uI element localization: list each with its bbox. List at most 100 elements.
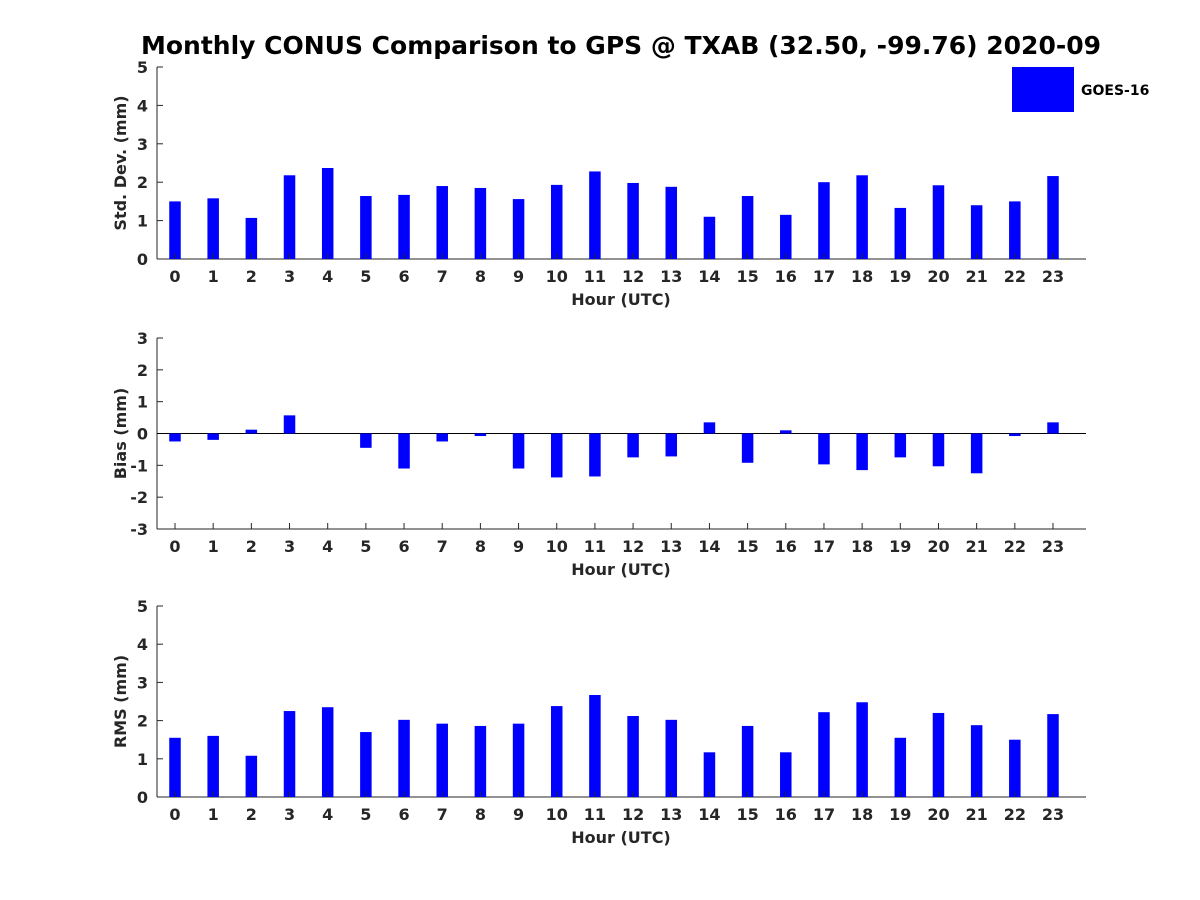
x-tick-label: 15 (736, 805, 758, 824)
legend-swatch (1012, 67, 1074, 112)
bar-bias-hour-14 (703, 422, 716, 434)
bar-bias-hour-20 (932, 433, 945, 467)
bar-std-dev-hour-22 (1009, 201, 1021, 259)
x-tick-label: 18 (851, 537, 873, 556)
bar-rms-hour-20 (932, 712, 945, 797)
bar-rms-hour-23 (1047, 714, 1059, 797)
y-axis-label: Std. Dev. (mm) (111, 95, 130, 230)
bar-rms-hour-4 (321, 707, 334, 797)
x-tick-label: 10 (546, 537, 568, 556)
y-axis-label: Bias (mm) (111, 388, 130, 480)
x-tick-label: 11 (584, 537, 606, 556)
bar-rms-hour-5 (360, 732, 372, 797)
x-tick-label: 1 (208, 537, 219, 556)
x-tick-label: 11 (584, 805, 606, 824)
x-tick-label: 17 (813, 805, 835, 824)
x-tick-label: 20 (927, 267, 949, 286)
bar-std-dev-hour-18 (856, 175, 868, 259)
bar-rms-hour-1 (207, 735, 219, 797)
bar-std-dev-hour-15 (741, 196, 754, 259)
x-tick-label: 17 (813, 267, 835, 286)
y-tick-label: 0 (137, 425, 148, 444)
bar-rms-hour-15 (741, 725, 754, 797)
bar-rms-hour-19 (894, 737, 907, 797)
x-tick-label: 17 (813, 537, 835, 556)
bar-std-dev-hour-10 (550, 184, 563, 259)
x-tick-label: 12 (622, 267, 644, 286)
bar-std-dev-hour-17 (818, 182, 830, 259)
x-tick-label: 12 (622, 537, 644, 556)
x-tick-label: 5 (360, 537, 371, 556)
bar-std-dev-hour-4 (321, 167, 334, 259)
y-tick-label: 1 (137, 393, 148, 412)
y-tick-label: 0 (137, 788, 148, 807)
x-tick-label: 13 (660, 267, 682, 286)
bar-rms-hour-14 (703, 752, 716, 797)
bar-rms-hour-3 (283, 711, 296, 797)
bar-bias-hour-15 (741, 433, 754, 463)
x-tick-label: 3 (284, 537, 295, 556)
x-tick-label: 4 (322, 537, 333, 556)
bar-std-dev-hour-14 (703, 216, 716, 259)
bar-rms-hour-6 (398, 719, 410, 797)
x-tick-label: 3 (284, 267, 295, 286)
bar-rms-hour-21 (970, 725, 983, 797)
bar-bias-hour-5 (360, 433, 372, 448)
bar-rms-hour-22 (1009, 739, 1021, 797)
bar-bias-hour-11 (589, 433, 601, 477)
x-tick-label: 10 (546, 267, 568, 286)
bar-bias-hour-13 (665, 433, 678, 457)
x-tick-label: 22 (1004, 267, 1026, 286)
y-tick-label: -2 (130, 488, 148, 507)
bar-std-dev-hour-3 (283, 175, 296, 259)
y-tick-label: 2 (137, 173, 148, 192)
bar-rms-hour-12 (627, 716, 639, 797)
x-tick-label: 6 (398, 267, 409, 286)
x-axis-label: Hour (UTC) (571, 828, 671, 847)
bar-bias-hour-10 (550, 433, 563, 478)
x-tick-label: 8 (475, 805, 486, 824)
y-tick-label: 2 (137, 361, 148, 380)
y-tick-label: 0 (137, 250, 148, 269)
y-tick-label: -3 (130, 520, 148, 539)
x-tick-label: 16 (775, 805, 797, 824)
x-tick-label: 20 (927, 805, 949, 824)
bar-bias-hour-23 (1047, 422, 1059, 434)
bar-std-dev-hour-12 (627, 182, 639, 259)
bar-bias-hour-3 (283, 415, 296, 434)
x-tick-label: 2 (246, 267, 257, 286)
bar-rms-hour-18 (856, 702, 868, 797)
bar-std-dev-hour-11 (589, 171, 601, 259)
y-tick-label: 5 (137, 58, 148, 77)
bar-std-dev-hour-5 (360, 196, 372, 259)
x-tick-label: 14 (698, 805, 720, 824)
x-tick-label: 6 (398, 537, 409, 556)
y-tick-label: 3 (137, 135, 148, 154)
bar-std-dev-hour-19 (894, 207, 907, 259)
bar-bias-hour-16 (780, 430, 792, 434)
y-tick-label: 3 (137, 673, 148, 692)
bar-bias-hour-1 (207, 433, 219, 440)
bar-rms-hour-17 (818, 712, 830, 797)
bar-rms-hour-0 (169, 737, 181, 797)
bar-rms-hour-2 (245, 755, 258, 797)
bar-bias-hour-2 (245, 429, 258, 434)
x-tick-label: 13 (660, 805, 682, 824)
x-tick-label: 4 (322, 267, 333, 286)
y-tick-label: 5 (137, 597, 148, 616)
x-tick-label: 0 (169, 805, 180, 824)
y-tick-label: 3 (137, 329, 148, 348)
bar-bias-hour-19 (894, 433, 907, 458)
bar-bias-hour-6 (398, 433, 410, 469)
x-tick-label: 1 (208, 267, 219, 286)
bar-rms-hour-7 (436, 723, 448, 797)
x-tick-label: 19 (889, 267, 911, 286)
x-tick-label: 15 (736, 267, 758, 286)
y-tick-label: 2 (137, 712, 148, 731)
bar-bias-hour-7 (436, 433, 448, 442)
x-tick-label: 12 (622, 805, 644, 824)
y-tick-label: 4 (137, 635, 148, 654)
x-tick-label: 14 (698, 267, 720, 286)
